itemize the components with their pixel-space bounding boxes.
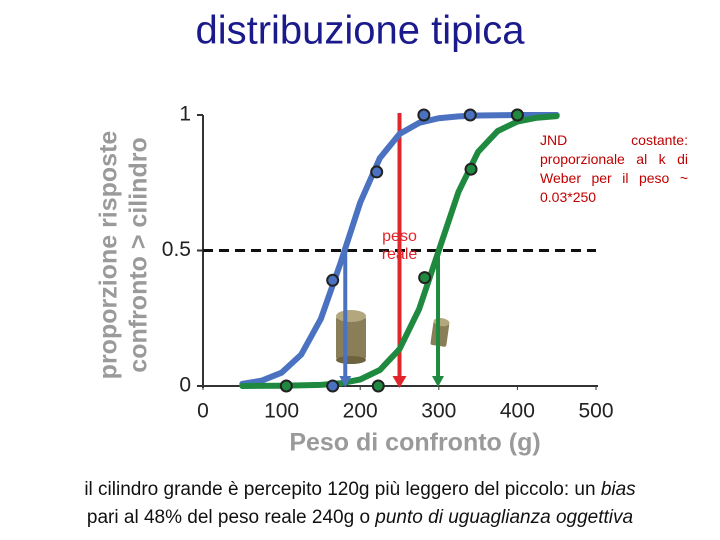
data-point — [417, 108, 431, 122]
reference-label: peso — [382, 228, 417, 245]
x-tick-label: 200 — [343, 400, 378, 423]
data-point — [463, 108, 477, 122]
caption-segment: punto di uguaglianza oggettiva — [374, 507, 633, 528]
chart-title: distribuzione tipica — [195, 9, 525, 53]
arrow-head — [392, 376, 407, 388]
data-point — [371, 379, 385, 393]
caption-segment: bias — [601, 479, 636, 500]
data-point — [418, 271, 432, 285]
data-point — [464, 162, 478, 176]
data-point — [510, 108, 524, 122]
arrow-head — [432, 376, 445, 387]
x-tick-label: 100 — [264, 400, 299, 423]
data-point — [326, 273, 340, 287]
caption: pari al 48% del peso reale 240g o punto … — [87, 507, 633, 528]
caption-segment: pari al 48% del peso reale 240g o — [87, 507, 375, 528]
arrow-head — [339, 376, 352, 387]
y-axis-label: confronto > cilindro — [125, 137, 153, 372]
data-point — [279, 379, 293, 393]
data-point — [370, 165, 384, 179]
data-point — [326, 379, 340, 393]
weight-large — [336, 310, 366, 364]
x-axis-label: Peso di confronto (g) — [289, 429, 540, 457]
x-tick-label: 0 — [197, 400, 209, 423]
x-tick-label: 300 — [421, 400, 456, 423]
y-tick-label: 0 — [179, 374, 191, 397]
y-tick-label: 1 — [179, 103, 191, 126]
reference-label: reale — [382, 246, 418, 263]
caption-segment: il cilindro grande è percepito 120g più … — [84, 479, 601, 500]
caption: il cilindro grande è percepito 120g più … — [84, 479, 636, 500]
jnd-note: JND costante: proporzionale al k di Webe… — [540, 132, 688, 205]
x-tick-label: 500 — [578, 400, 613, 423]
weight-small — [430, 317, 450, 347]
y-axis-label: proporzione risposte — [95, 131, 123, 380]
x-tick-label: 400 — [500, 400, 535, 423]
y-tick-label: 0.5 — [162, 238, 191, 261]
